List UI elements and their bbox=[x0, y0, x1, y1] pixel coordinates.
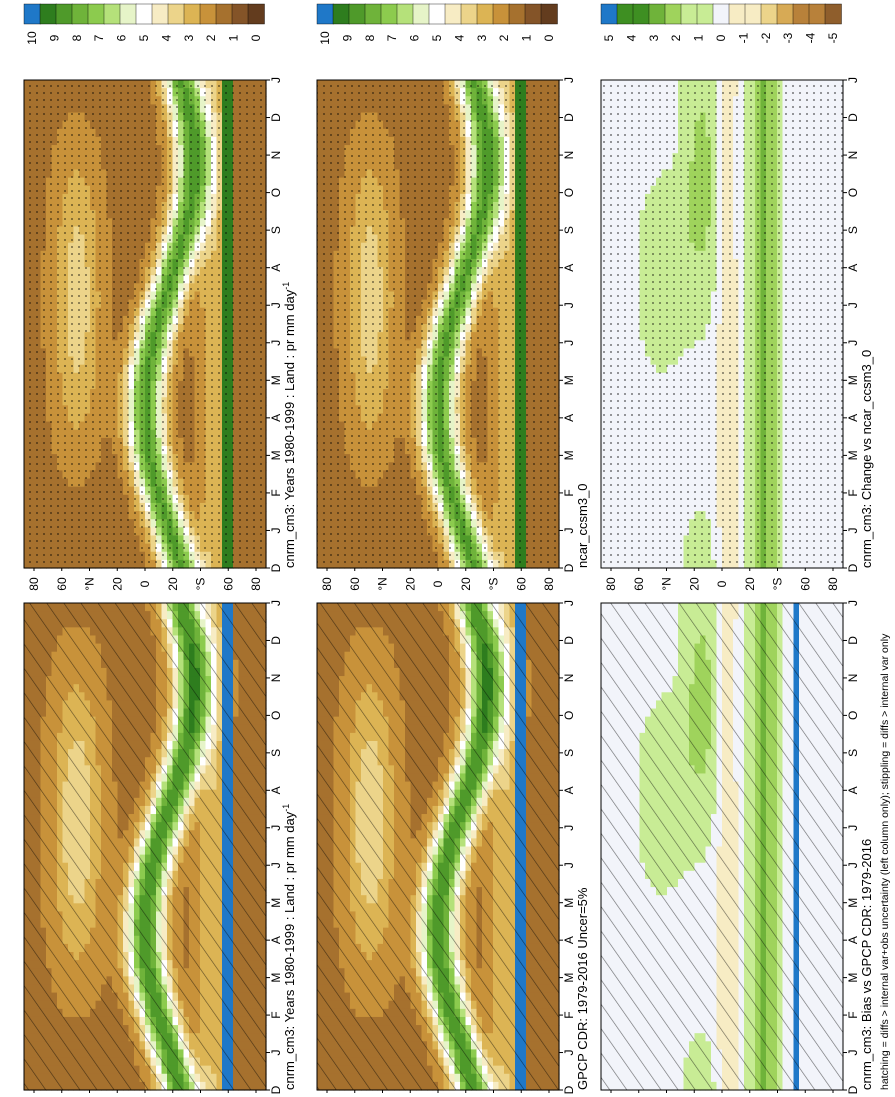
month-label: A bbox=[269, 414, 283, 422]
lat-label: 80 bbox=[27, 577, 41, 591]
panel-1: DJFMAMJJASONDJ8060°N20020°S6080cnrm_cm3:… bbox=[23, 600, 297, 1094]
colorbar-swatch bbox=[119, 3, 137, 25]
colorbar-label: 8 bbox=[70, 34, 84, 41]
lat-label: 20 bbox=[166, 577, 180, 591]
lat-label: 60 bbox=[55, 577, 69, 591]
month-label: M bbox=[269, 375, 283, 385]
month-axis: D J F M A M J J A S O N D J bbox=[266, 77, 283, 572]
month-label: D bbox=[269, 113, 283, 122]
lat-label: 60 bbox=[221, 577, 235, 591]
month-label: F bbox=[269, 489, 283, 496]
colorbar-label: 3 bbox=[182, 34, 196, 41]
month-label: N bbox=[269, 151, 283, 160]
colorbar-label: 9 bbox=[47, 34, 61, 41]
month-label: O bbox=[269, 188, 283, 197]
colorbar-label: 2 bbox=[204, 34, 218, 41]
colorbar-swatch bbox=[167, 3, 185, 25]
month-label: A bbox=[269, 264, 283, 272]
colorbar-label: 7 bbox=[92, 34, 106, 41]
month-label: J bbox=[269, 527, 283, 533]
colorbar-swatch bbox=[183, 3, 201, 25]
colorbar-label: 5 bbox=[137, 34, 151, 41]
colorbar-swatch bbox=[215, 3, 233, 25]
colorbar-swatch bbox=[39, 3, 57, 25]
month-label: J bbox=[269, 340, 283, 346]
lat-label: 0 bbox=[138, 580, 152, 587]
colorbar-swatch bbox=[231, 3, 249, 25]
lat-label: °S bbox=[194, 578, 208, 591]
colorbar-label: 10 bbox=[25, 31, 39, 45]
colorbar-label: 1 bbox=[227, 34, 241, 41]
colorbar-swatch bbox=[103, 3, 121, 25]
colorbar-label: 0 bbox=[249, 34, 263, 41]
lat-axis: 80 60 °N 20 0 20 °S 60 80 bbox=[27, 568, 263, 591]
colorbar-swatch bbox=[71, 3, 89, 25]
colorbar-label: 4 bbox=[159, 34, 173, 41]
panel-title: cnrm_cm3: Years 1980-1999 : Land : pr mm… bbox=[281, 282, 297, 568]
month-label: M bbox=[269, 450, 283, 460]
colorbar-label: 6 bbox=[115, 34, 129, 41]
colorbar-swatch bbox=[135, 3, 153, 25]
colorbar-swatch bbox=[87, 3, 105, 25]
colorbar-swatch bbox=[247, 3, 265, 25]
lat-label: 80 bbox=[249, 577, 263, 591]
month-label: J bbox=[269, 77, 283, 83]
panel-title-sup: -1 bbox=[281, 282, 291, 290]
colorbar-swatch bbox=[55, 3, 73, 25]
stippling-overlay bbox=[24, 80, 266, 568]
lat-label: °N bbox=[83, 577, 97, 590]
month-label: J bbox=[269, 302, 283, 308]
colorbar-swatch bbox=[151, 3, 169, 25]
colorbar: 10 9 8 7 6 5 4 3 2 1 0 bbox=[23, 3, 265, 45]
month-label: S bbox=[269, 226, 283, 234]
colorbar-swatch bbox=[23, 3, 41, 25]
month-label: D bbox=[269, 563, 283, 572]
lat-label: 20 bbox=[110, 577, 124, 591]
colorbar-swatch bbox=[199, 3, 217, 25]
